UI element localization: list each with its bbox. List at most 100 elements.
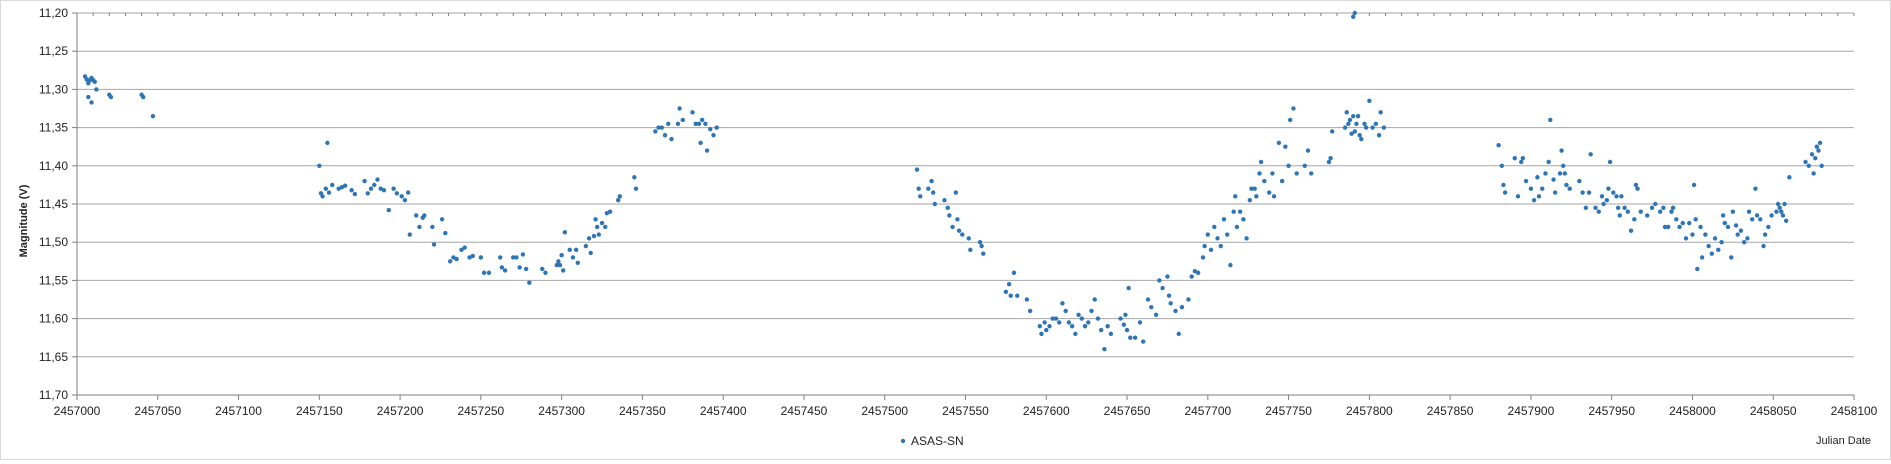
- data-point: [1519, 159, 1524, 165]
- data-point: [575, 260, 580, 266]
- data-point: [1228, 262, 1233, 268]
- data-point: [502, 268, 508, 273]
- data-point: [1231, 209, 1236, 214]
- x-tick-label: 2457500: [861, 404, 908, 418]
- data-point: [1674, 217, 1679, 222]
- data-point: [1200, 255, 1206, 260]
- data-point: [1670, 205, 1676, 211]
- data-point: [593, 217, 598, 222]
- data-point: [1814, 144, 1820, 149]
- data-point: [1262, 178, 1267, 184]
- data-point: [1166, 293, 1172, 298]
- data-point: [1548, 117, 1553, 123]
- data-point: [1168, 301, 1173, 306]
- data-point: [1716, 247, 1721, 253]
- data-point: [1099, 327, 1104, 333]
- data-point: [1528, 186, 1534, 191]
- data-point: [583, 243, 589, 249]
- y-tick-label: 11,55: [39, 273, 68, 287]
- x-tick-label: 2457700: [1184, 404, 1231, 418]
- data-point: [1782, 201, 1787, 207]
- data-point: [1047, 324, 1052, 329]
- data-point: [323, 186, 328, 191]
- data-point: [666, 121, 671, 126]
- data-point: [1720, 213, 1726, 218]
- data-point: [1809, 152, 1815, 157]
- data-point: [1381, 125, 1387, 130]
- data-point: [517, 265, 522, 270]
- data-point: [1762, 232, 1768, 237]
- data-point: [1225, 232, 1230, 237]
- data-point: [1095, 316, 1101, 321]
- data-point: [1270, 171, 1275, 176]
- data-point: [372, 182, 377, 188]
- data-point: [1079, 316, 1085, 321]
- data-point: [443, 230, 448, 236]
- data-point: [1351, 14, 1356, 20]
- data-point: [1735, 232, 1740, 237]
- data-point: [1662, 224, 1668, 230]
- data-point: [1354, 121, 1359, 126]
- y-tick-label: 11,30: [39, 82, 68, 96]
- data-point: [1288, 117, 1293, 123]
- data-point: [520, 252, 526, 257]
- data-point: [481, 270, 487, 275]
- data-point: [454, 256, 459, 262]
- data-point: [1352, 129, 1358, 134]
- data-point: [1118, 316, 1123, 321]
- data-point: [708, 126, 713, 132]
- data-point: [1370, 125, 1375, 130]
- data-point: [1233, 194, 1238, 199]
- x-tick-label: 2457200: [377, 404, 424, 418]
- data-point: [1066, 320, 1072, 325]
- x-tick-label: 2457350: [619, 404, 666, 418]
- data-point: [1258, 159, 1264, 165]
- data-point: [365, 191, 370, 196]
- data-point: [459, 247, 464, 253]
- data-point: [1124, 327, 1130, 333]
- data-point: [1601, 201, 1606, 207]
- y-tick-label: 11,50: [39, 235, 68, 249]
- data-point: [1351, 113, 1356, 119]
- data-point: [1305, 148, 1311, 153]
- data-point: [317, 163, 322, 168]
- data-point: [594, 224, 600, 230]
- data-point: [1638, 209, 1643, 214]
- data-point: [953, 190, 959, 195]
- data-point: [94, 87, 99, 92]
- data-point: [1499, 163, 1505, 168]
- y-tick-label: 11,40: [39, 159, 68, 173]
- data-point: [1008, 293, 1013, 298]
- data-point: [352, 191, 358, 197]
- data-point: [1729, 255, 1734, 260]
- x-tick-label: 2457050: [134, 404, 181, 418]
- data-point: [543, 270, 548, 275]
- data-point: [1502, 190, 1508, 195]
- data-point: [1628, 228, 1634, 233]
- x-tick-label: 2457650: [1104, 404, 1151, 418]
- data-point: [510, 255, 516, 260]
- data-point: [1069, 324, 1075, 329]
- legend-label: ASAS-SN: [911, 434, 964, 448]
- data-point: [561, 268, 566, 273]
- data-point: [1157, 278, 1162, 283]
- data-point: [1352, 10, 1358, 16]
- data-point: [1607, 159, 1613, 165]
- data-point: [1063, 308, 1068, 314]
- data-point: [968, 247, 973, 253]
- data-point: [1145, 297, 1151, 302]
- data-point: [1687, 220, 1692, 226]
- data-point: [1160, 285, 1165, 291]
- data-point: [1357, 133, 1362, 138]
- data-point: [1586, 190, 1592, 195]
- data-point: [680, 117, 685, 123]
- data-point: [1247, 197, 1253, 203]
- data-point: [1606, 186, 1611, 191]
- data-point: [1551, 177, 1556, 182]
- data-point: [1557, 171, 1563, 176]
- data-point: [1669, 209, 1674, 214]
- data-point: [1531, 197, 1537, 203]
- data-point: [1561, 163, 1566, 168]
- data-point: [478, 255, 484, 260]
- data-point: [1722, 220, 1727, 226]
